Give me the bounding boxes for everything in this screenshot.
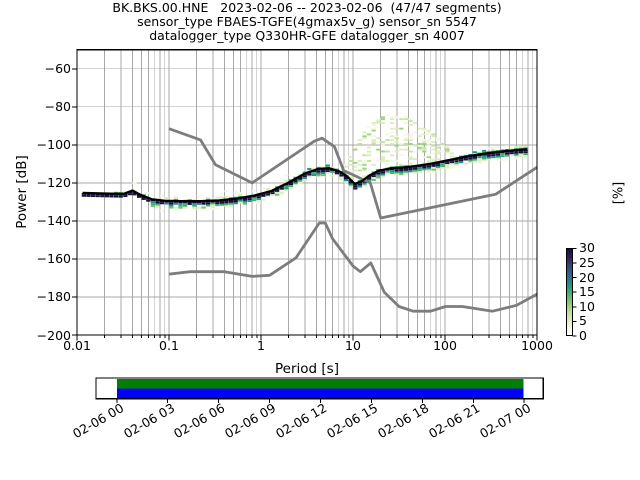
figure-title: BK.BKS.00.HNE 2023-02-06 -- 2023-02-06 (… bbox=[112, 0, 502, 15]
x-tick-label: 10 bbox=[345, 338, 361, 353]
colorbar-tick-label: 25 bbox=[579, 254, 595, 270]
y-tick-label: −160 bbox=[36, 251, 71, 267]
colorbar-tick-label: 5 bbox=[579, 313, 587, 329]
y-tick-label: −200 bbox=[36, 327, 71, 343]
y-tick-label: −120 bbox=[36, 175, 71, 191]
colorbar bbox=[565, 248, 573, 336]
x-axis-label: Period [s] bbox=[275, 361, 339, 377]
y-tick-label: −60 bbox=[44, 61, 71, 77]
x-tick-label: 0.01 bbox=[63, 338, 91, 353]
x-tick-label: 100 bbox=[433, 338, 457, 353]
x-tick-label: 1 bbox=[257, 338, 265, 353]
colorbar-tick-label: 10 bbox=[579, 298, 595, 314]
figure-subtitle-sensor: sensor_type FBAES-TGFE(4gmax5v_g) sensor… bbox=[137, 14, 477, 29]
colorbar-tick-label: 20 bbox=[579, 269, 595, 285]
x-tick-label: 1000 bbox=[521, 338, 553, 353]
figure-subtitle-datalogger: datalogger_type Q330HR-GFE datalogger_sn… bbox=[149, 28, 465, 43]
y-tick-label: −100 bbox=[36, 137, 71, 153]
colorbar-tick-label: 0 bbox=[579, 328, 587, 343]
y-tick-label: −80 bbox=[44, 99, 71, 115]
colorbar-unit-label: [%] bbox=[611, 181, 627, 205]
y-tick-label: −140 bbox=[36, 213, 71, 229]
y-tick-label: −180 bbox=[36, 289, 71, 305]
colorbar-tick-label: 30 bbox=[579, 240, 595, 256]
colorbar-tick-label: 15 bbox=[579, 284, 595, 300]
x-tick-label: 0.1 bbox=[159, 338, 179, 353]
